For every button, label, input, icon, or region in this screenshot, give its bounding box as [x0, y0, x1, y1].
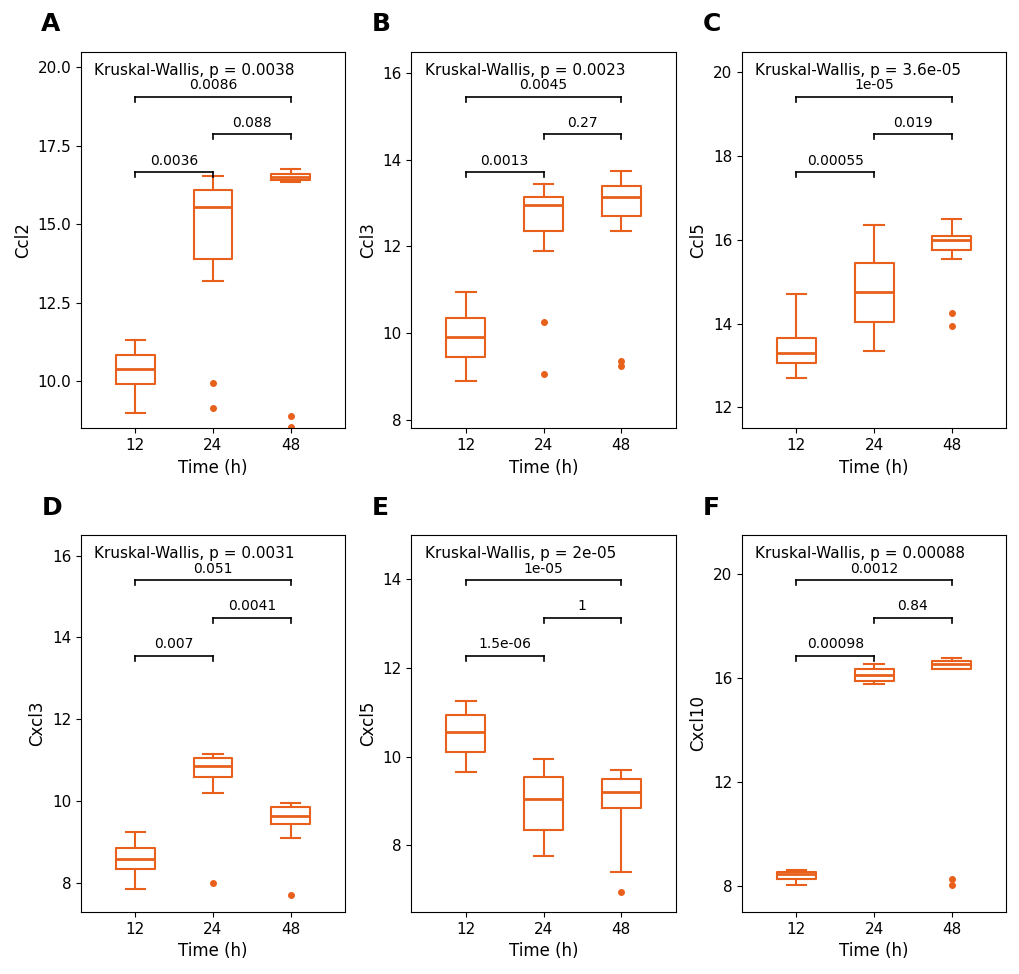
- Text: 0.0012: 0.0012: [849, 562, 898, 576]
- Text: 1e-05: 1e-05: [523, 562, 562, 576]
- Text: 1e-05: 1e-05: [853, 78, 893, 93]
- Text: Kruskal-Wallis, p = 3.6e-05: Kruskal-Wallis, p = 3.6e-05: [754, 63, 960, 78]
- Text: 0.0041: 0.0041: [227, 599, 275, 614]
- Y-axis label: Ccl5: Ccl5: [689, 222, 707, 258]
- X-axis label: Time (h): Time (h): [839, 459, 908, 476]
- X-axis label: Time (h): Time (h): [508, 942, 578, 960]
- Text: 0.27: 0.27: [567, 116, 597, 130]
- Text: Kruskal-Wallis, p = 0.0038: Kruskal-Wallis, p = 0.0038: [94, 63, 294, 78]
- Y-axis label: Ccl2: Ccl2: [14, 222, 32, 258]
- Y-axis label: Cxcl10: Cxcl10: [689, 695, 707, 752]
- X-axis label: Time (h): Time (h): [178, 942, 248, 960]
- Text: 0.007: 0.007: [154, 637, 194, 651]
- Y-axis label: Cxcl5: Cxcl5: [359, 700, 377, 746]
- Y-axis label: Cxcl3: Cxcl3: [29, 700, 46, 746]
- Text: A: A: [42, 13, 60, 36]
- Text: 0.051: 0.051: [193, 562, 232, 576]
- Text: Kruskal-Wallis, p = 0.0023: Kruskal-Wallis, p = 0.0023: [424, 63, 625, 78]
- Text: 0.019: 0.019: [893, 116, 931, 130]
- Text: 0.00098: 0.00098: [806, 637, 863, 651]
- Text: 0.0086: 0.0086: [189, 78, 236, 93]
- X-axis label: Time (h): Time (h): [178, 459, 248, 476]
- Text: Kruskal-Wallis, p = 0.0031: Kruskal-Wallis, p = 0.0031: [94, 546, 294, 561]
- Text: 1.5e-06: 1.5e-06: [478, 637, 531, 651]
- Text: 0.0036: 0.0036: [150, 154, 198, 168]
- Text: B: B: [372, 13, 390, 36]
- Text: Kruskal-Wallis, p = 0.00088: Kruskal-Wallis, p = 0.00088: [754, 546, 964, 561]
- X-axis label: Time (h): Time (h): [839, 942, 908, 960]
- Text: Kruskal-Wallis, p = 2e-05: Kruskal-Wallis, p = 2e-05: [424, 546, 615, 561]
- Text: 0.088: 0.088: [231, 116, 271, 130]
- Text: 0.00055: 0.00055: [806, 154, 863, 168]
- Text: 1: 1: [578, 599, 586, 614]
- Y-axis label: Ccl3: Ccl3: [359, 222, 376, 258]
- Text: 0.0045: 0.0045: [519, 78, 567, 93]
- Text: C: C: [702, 13, 720, 36]
- Text: 0.0013: 0.0013: [480, 154, 528, 168]
- Text: E: E: [372, 496, 388, 520]
- Text: D: D: [42, 496, 62, 520]
- X-axis label: Time (h): Time (h): [508, 459, 578, 476]
- Text: 0.84: 0.84: [897, 599, 927, 614]
- Text: F: F: [702, 496, 718, 520]
